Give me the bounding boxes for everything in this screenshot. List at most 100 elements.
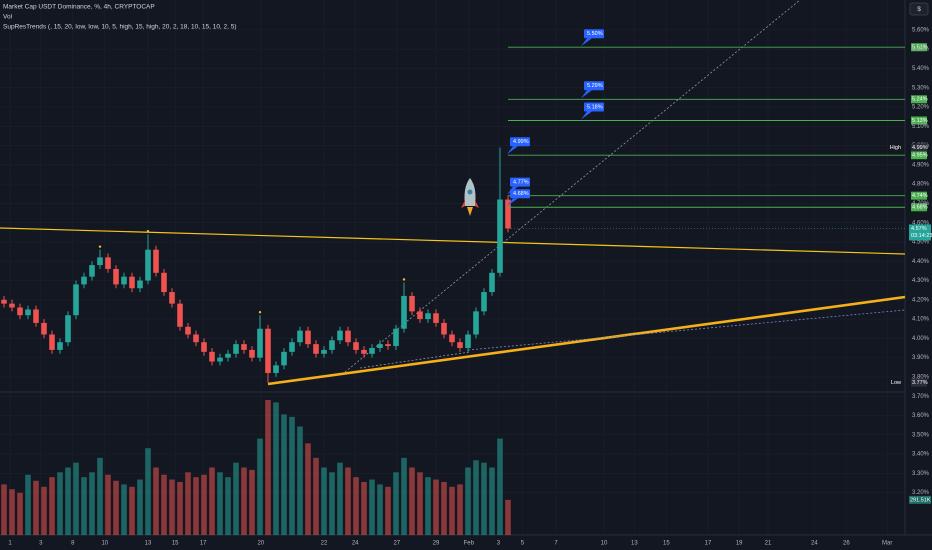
callout-label: 5.50% [587, 31, 603, 37]
candle-body [161, 272, 167, 293]
volume-pane [1, 400, 511, 535]
callout-pointer [581, 90, 592, 99]
candle-body [321, 349, 327, 354]
volume-bar [249, 469, 255, 535]
volume-bar [81, 477, 87, 535]
candle-body [361, 349, 367, 354]
candle-body [225, 353, 231, 358]
candle-body [289, 342, 295, 352]
marker-tag [911, 378, 927, 387]
volume-bar [385, 486, 391, 535]
x-tick-label: 17 [705, 541, 712, 547]
candle-body [473, 311, 479, 335]
x-tick-label: 13 [631, 541, 638, 547]
candle-body [273, 365, 279, 374]
candle-body [217, 357, 223, 362]
y-tick-label: 3.90% [912, 355, 930, 361]
volume-bar [409, 467, 415, 535]
x-tick-label: 26 [843, 541, 850, 547]
y-tick-label: 4.40% [912, 259, 930, 265]
candle-body [137, 280, 143, 289]
x-tick-label: 15 [172, 541, 179, 547]
volume-bar [337, 462, 343, 535]
level-tag [911, 95, 927, 104]
callout-label: 5.29% [587, 83, 603, 89]
level-label: 5.13% [912, 118, 928, 124]
candle-body [297, 330, 303, 343]
y-tick-label: 5.20% [912, 105, 930, 111]
volume-bar [185, 472, 191, 535]
callout-pointer [581, 38, 592, 47]
volume-bar [345, 467, 351, 535]
x-tick-label: 15 [663, 541, 670, 547]
volume-bar [441, 481, 447, 535]
volume-bar [137, 479, 143, 535]
candle-body [401, 295, 407, 329]
swing-dot [98, 245, 102, 248]
resistance-line [0, 227, 906, 255]
volume-bar [161, 474, 167, 535]
candle-body [145, 249, 151, 281]
candle-body [153, 249, 159, 273]
callout-box [510, 177, 530, 187]
volume-bar [377, 484, 383, 535]
volume-bar [257, 438, 263, 535]
candle-body [25, 309, 31, 316]
callout-label: 5.18% [587, 104, 603, 110]
indicator-title: SupResTrends (, 15, 20, low, low, 10, 5,… [3, 24, 237, 31]
x-tick-label: 17 [200, 541, 207, 547]
volume-title: Vol [3, 14, 13, 21]
x-tick-label: 10 [601, 541, 608, 547]
y-tick-label: 3.50% [912, 432, 930, 438]
volume-bar [49, 477, 55, 535]
candle-body [81, 276, 87, 285]
candle-body [185, 326, 191, 335]
swing-dot [258, 311, 262, 314]
candle-body [249, 349, 255, 358]
candle-body [105, 257, 111, 269]
candle-body [433, 313, 439, 323]
candle-body [169, 292, 175, 304]
volume-bar [209, 467, 215, 535]
volume-bar [481, 462, 487, 535]
volume-bar [41, 486, 47, 535]
volume-bar [329, 472, 335, 535]
candle-body [193, 334, 199, 343]
y-tick-label: 3.70% [912, 394, 930, 400]
candle-body [417, 311, 423, 320]
volume-bar [33, 480, 39, 535]
volume-bar [17, 492, 23, 535]
candle-body [313, 344, 319, 354]
y-tick-label: 3.30% [912, 471, 930, 477]
volume-bar [169, 479, 175, 535]
marker-tag [911, 143, 927, 152]
currency-button[interactable] [909, 2, 929, 16]
volume-bar [265, 400, 271, 535]
volume-bar [25, 474, 31, 535]
volume-bar [505, 499, 511, 535]
x-tick-label: 19 [736, 541, 743, 547]
volume-tag [909, 495, 931, 504]
candle-body [385, 344, 391, 347]
y-tick-label: 5.10% [912, 124, 930, 130]
level-tag [911, 151, 927, 160]
volume-bar [65, 467, 71, 535]
volume-bar [233, 462, 239, 535]
y-tick-label: 3.20% [912, 490, 930, 496]
currency-label[interactable]: $ [917, 6, 921, 13]
volume-bar [241, 467, 247, 535]
volume-bar [121, 484, 127, 535]
volume-bar [113, 480, 119, 535]
candle-body [49, 334, 55, 350]
candle-body [457, 342, 463, 348]
volume-bar [433, 479, 439, 535]
x-tick-label: 24 [352, 541, 359, 547]
y-tick-label: 3.60% [912, 413, 930, 419]
y-tick-label: 4.90% [912, 162, 930, 168]
candle-body [441, 322, 447, 335]
volume-bar [177, 481, 183, 535]
candle-body [113, 268, 119, 285]
candle-body [449, 334, 455, 343]
callout-pointer [581, 111, 592, 120]
volume-bar [473, 460, 479, 535]
